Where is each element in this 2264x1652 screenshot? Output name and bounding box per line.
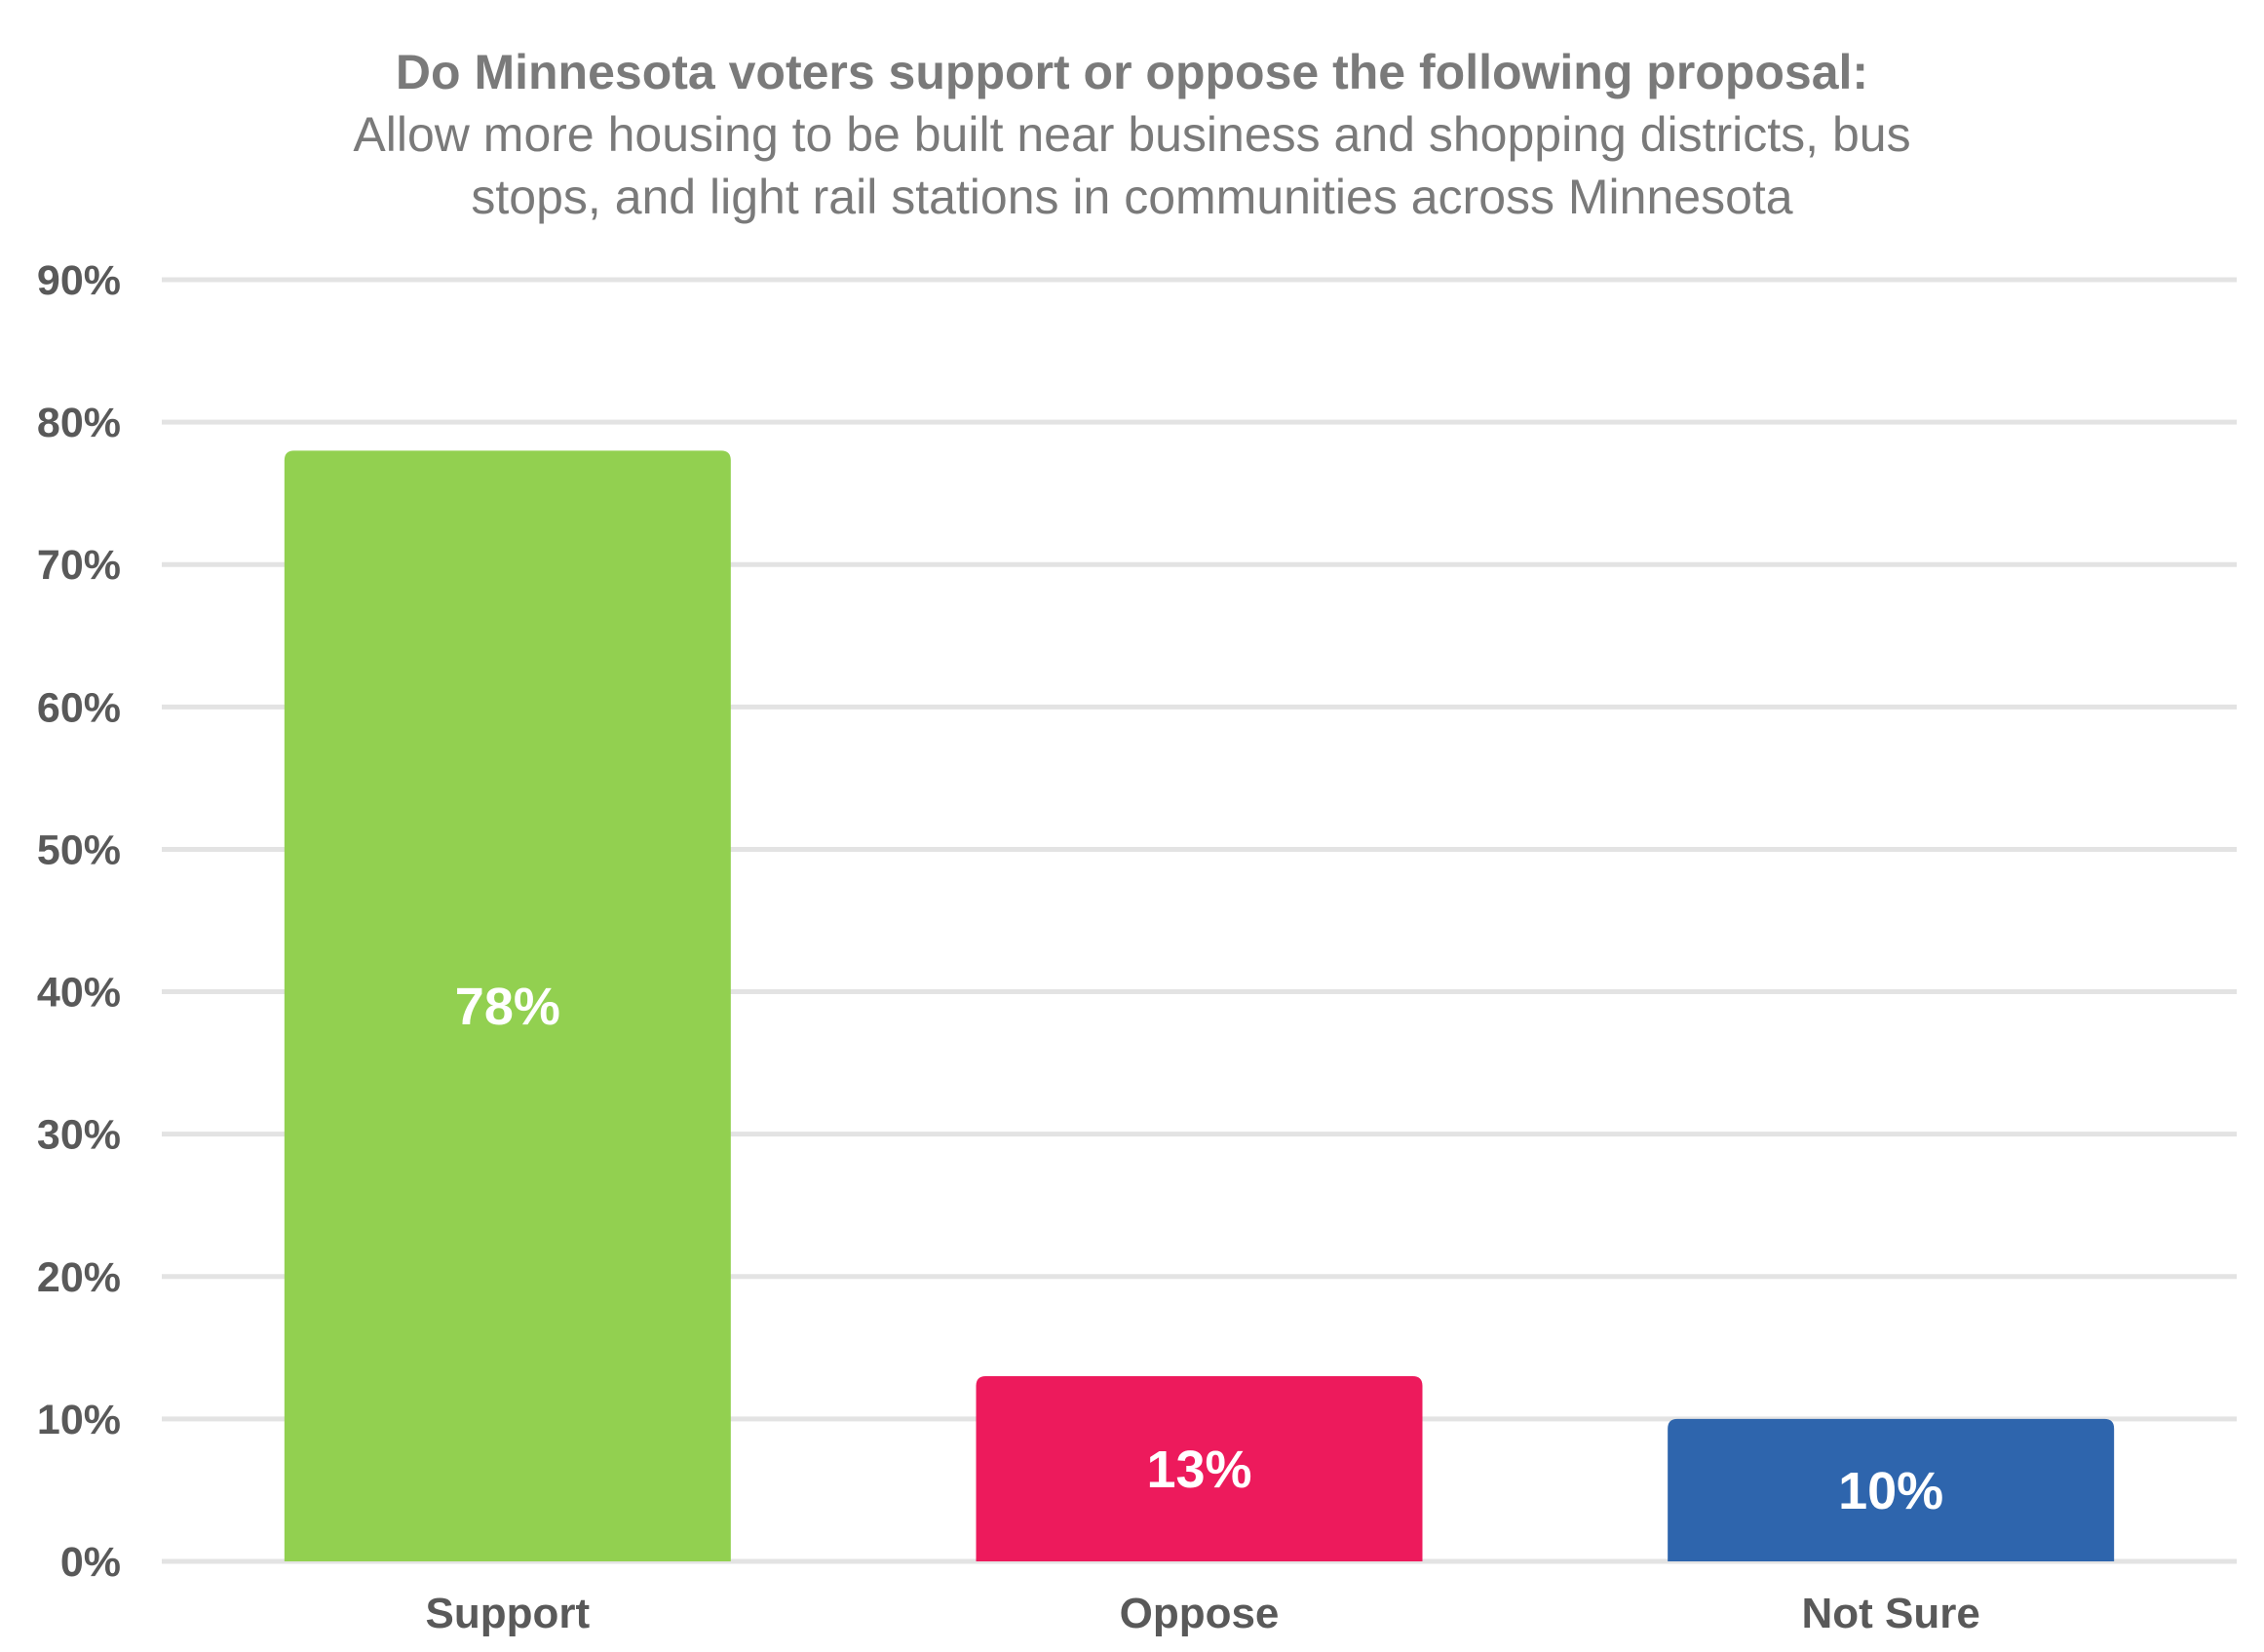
bar-value-label: 13% xyxy=(1146,1441,1251,1499)
chart-title-block: Do Minnesota voters support or oppose th… xyxy=(0,41,2264,228)
y-tick-label: 0% xyxy=(60,1539,121,1586)
x-axis-category-labels: Support Oppose Not Sure xyxy=(426,1590,1980,1637)
y-tick-label: 10% xyxy=(37,1397,121,1443)
bar-value-label: 10% xyxy=(1838,1462,1943,1520)
y-tick-label: 30% xyxy=(37,1112,121,1159)
bar-value-label: 78% xyxy=(455,978,560,1036)
y-tick-label: 80% xyxy=(37,400,121,446)
y-axis-tick-labels: 0% 10% 20% 30% 40% 50% 60% 70% 80% 90% xyxy=(37,257,121,1586)
chart-subtitle-line-2: stops, and light rail stations in commun… xyxy=(471,170,1793,224)
x-category-label: Not Sure xyxy=(1801,1590,1979,1637)
chart-title: Do Minnesota voters support or oppose th… xyxy=(395,45,1869,99)
chart-subtitle-line-1: Allow more housing to be built near busi… xyxy=(353,107,1911,162)
y-tick-label: 70% xyxy=(37,542,121,589)
y-tick-label: 60% xyxy=(37,684,121,731)
y-tick-label: 90% xyxy=(37,257,121,304)
y-tick-label: 20% xyxy=(37,1254,121,1301)
y-tick-label: 50% xyxy=(37,826,121,873)
bar-oppose xyxy=(976,1376,1423,1561)
bar-support xyxy=(284,450,731,1561)
x-category-label: Support xyxy=(426,1590,591,1637)
bars xyxy=(284,450,2115,1561)
bar-value-labels: 78% 13% 10% xyxy=(455,978,1943,1520)
x-category-label: Oppose xyxy=(1120,1590,1280,1637)
bar-not-sure xyxy=(1668,1418,2115,1561)
y-tick-label: 40% xyxy=(37,970,121,1017)
